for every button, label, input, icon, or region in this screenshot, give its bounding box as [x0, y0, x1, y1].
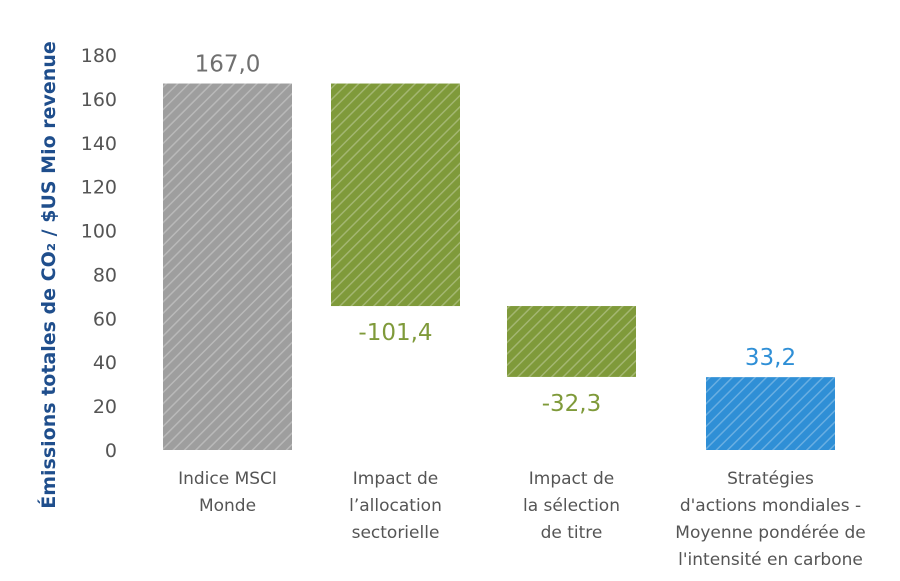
category-label-line: Moyenne pondérée de — [675, 523, 865, 543]
category-label-line: Monde — [199, 496, 256, 516]
bar-hatch — [163, 83, 292, 451]
category-label-line: l’allocation — [349, 496, 442, 516]
bar-0 — [163, 83, 292, 451]
category-label-line: Impact de — [353, 469, 438, 489]
bars — [163, 83, 835, 451]
bar-2 — [507, 306, 636, 377]
y-tick-label: 180 — [81, 45, 117, 67]
category-label-line: sectorielle — [352, 523, 440, 543]
category-label-line: Indice MSCI — [178, 469, 277, 489]
category-label: Indice MSCI Monde — [178, 469, 277, 516]
y-tick-label: 40 — [93, 352, 117, 374]
category-label-line: l'intensité en carbone — [678, 550, 863, 570]
y-tick-label: 140 — [81, 133, 117, 155]
category-label-line: la sélection — [523, 496, 620, 516]
y-tick-label: 100 — [81, 221, 117, 243]
category-label: Impact de la sélection de titre — [523, 469, 620, 543]
data-label: -101,4 — [358, 320, 432, 346]
y-axis-label: Émissions totales de CO₂ / $US Mio reven… — [37, 41, 60, 508]
y-tick-label: 80 — [93, 264, 117, 286]
y-tick-label: 60 — [93, 308, 117, 330]
y-tick-label: 160 — [81, 89, 117, 111]
category-label-line: d'actions mondiales - — [680, 496, 861, 516]
category-label: Impact de l’allocation sectorielle — [349, 469, 442, 543]
data-label: 167,0 — [195, 52, 261, 78]
category-label-line: Impact de — [529, 469, 614, 489]
bar-hatch — [706, 377, 835, 450]
y-tick-label: 120 — [81, 177, 117, 199]
bar-hatch — [331, 83, 460, 307]
bar-3 — [706, 377, 835, 450]
y-axis-ticks: 0 20 40 60 80 100 120 140 160 180 — [81, 45, 117, 462]
category-label-line: de titre — [541, 523, 603, 543]
category-label: Stratégies d'actions mondiales - Moyenne p… — [675, 469, 865, 570]
data-label: 33,2 — [745, 345, 796, 371]
bar-hatch — [507, 306, 636, 377]
category-label-line: Stratégies — [727, 469, 814, 489]
y-tick-label: 20 — [93, 396, 117, 418]
y-tick-label: 0 — [105, 440, 117, 462]
data-labels: 167,0 -101,4 -32,3 33,2 — [195, 52, 797, 417]
category-labels: Indice MSCI Monde Impact de l’allocation sec… — [178, 469, 866, 570]
bar-1 — [331, 83, 460, 307]
data-label: -32,3 — [542, 391, 602, 417]
